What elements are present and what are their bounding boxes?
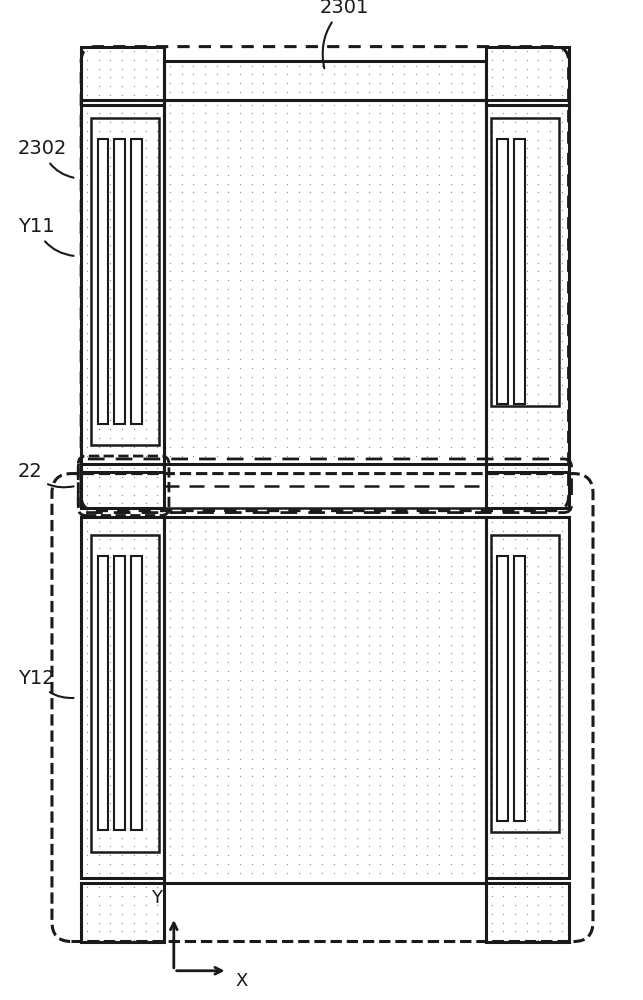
Text: X: X [235, 972, 248, 990]
Bar [164, 517, 485, 883]
Bar [98, 556, 109, 830]
Bar [514, 139, 525, 404]
Bar [81, 517, 164, 878]
Bar [485, 464, 568, 508]
Bar [485, 517, 568, 878]
Bar [491, 118, 559, 406]
Bar [81, 883, 164, 942]
Bar [91, 535, 159, 852]
Bar [485, 517, 568, 878]
Bar [485, 47, 568, 105]
Bar [91, 118, 159, 445]
Bar [81, 47, 164, 105]
Bar [164, 100, 485, 464]
Bar [491, 535, 559, 832]
Bar [114, 139, 125, 424]
Bar [98, 139, 109, 424]
Bar [498, 556, 508, 821]
Bar [164, 517, 485, 883]
Bar [485, 883, 568, 942]
Bar [498, 139, 508, 404]
Bar [485, 47, 568, 105]
Text: 2301: 2301 [320, 0, 369, 68]
Text: 22: 22 [18, 462, 73, 487]
Bar [114, 556, 125, 830]
Bar [514, 556, 525, 821]
Bar [164, 61, 485, 100]
Text: Y11: Y11 [18, 217, 73, 256]
Bar [81, 464, 164, 508]
Bar [485, 883, 568, 942]
Text: Y12: Y12 [18, 669, 73, 698]
Bar [131, 556, 141, 830]
Bar [485, 100, 568, 472]
Bar [81, 464, 164, 508]
Bar [81, 883, 164, 942]
Text: 2302: 2302 [18, 139, 73, 178]
Bar [164, 100, 485, 464]
Bar [485, 464, 568, 508]
Bar [164, 61, 485, 100]
Text: Y: Y [150, 889, 162, 907]
Bar [81, 100, 164, 472]
Bar [485, 100, 568, 472]
Bar [81, 47, 164, 105]
Bar [81, 100, 164, 472]
Bar [131, 139, 141, 424]
Bar [81, 517, 164, 878]
